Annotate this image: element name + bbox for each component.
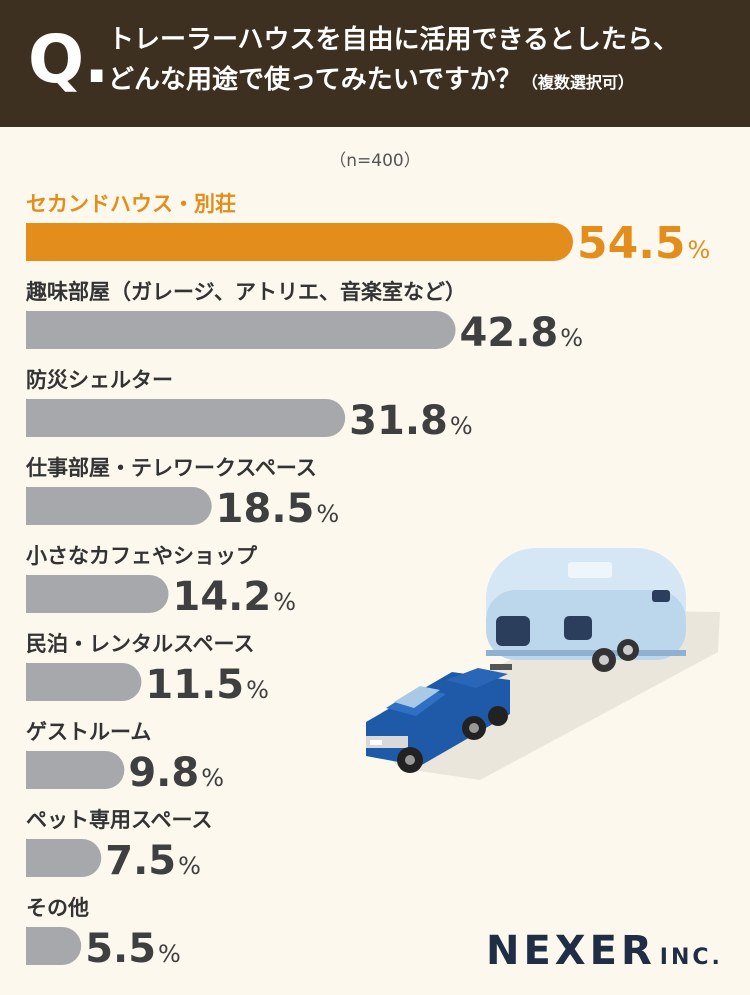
bar-left-edge — [26, 399, 45, 437]
bar — [26, 751, 125, 789]
value-unit: % — [201, 764, 224, 792]
bar — [26, 399, 346, 437]
value-number: 7.5 — [105, 838, 176, 884]
value-unit: % — [273, 588, 296, 616]
value-number: 54.5 — [577, 218, 686, 269]
bar — [26, 311, 456, 349]
value-number: 42.8 — [460, 310, 559, 356]
logo-suffix: INC. — [659, 945, 723, 970]
bar-left-edge — [26, 839, 45, 877]
value-label: 9.8% — [128, 750, 224, 796]
question-header: Q. トレーラーハウスを自由に活用できるとしたら、 どんな用途で使ってみたいです… — [0, 0, 750, 127]
value-label: 54.5% — [577, 218, 710, 269]
bar-left-edge — [26, 663, 45, 701]
bar-left-edge — [26, 575, 45, 613]
category-label: 趣味部屋（ガレージ、アトリエ、音楽室など） — [25, 280, 466, 304]
bar — [26, 575, 169, 613]
value-number: 9.8 — [128, 750, 199, 796]
travel-trailer-icon — [486, 548, 686, 672]
value-unit: % — [158, 940, 181, 968]
value-unit: % — [560, 324, 583, 352]
bar-left-edge — [26, 311, 45, 349]
bar — [26, 487, 212, 525]
value-label: 5.5% — [85, 926, 181, 972]
value-unit: % — [316, 500, 339, 528]
question-line-2: どんな用途で使ってみたいですか？（複数選択可） — [108, 64, 634, 99]
bar-left-edge — [26, 927, 45, 965]
bar — [26, 223, 573, 261]
value-unit: % — [246, 676, 269, 704]
pickup-truck-icon — [366, 668, 510, 773]
sample-size: （n=400） — [329, 151, 421, 171]
question-note: （複数選択可） — [521, 73, 634, 92]
category-label: 仕事部屋・テレワークスペース — [25, 456, 317, 480]
category-label: 防災シェルター — [26, 368, 173, 392]
value-number: 31.8 — [349, 398, 448, 444]
question-line-1: トレーラーハウスを自由に活用できるとしたら、 — [108, 25, 679, 55]
nexer-logo: NEXER INC. — [486, 928, 723, 974]
category-label: ペット専用スペース — [26, 808, 212, 832]
value-number: 5.5 — [85, 926, 156, 972]
bar-left-edge — [26, 487, 45, 525]
value-number: 11.5 — [145, 662, 244, 708]
bar — [26, 663, 142, 701]
category-label: 民泊・レンタルスペース — [26, 632, 254, 656]
value-label: 31.8% — [349, 398, 473, 444]
value-unit: % — [450, 412, 473, 440]
value-label: 7.5% — [105, 838, 201, 884]
question-line-2-text: どんな用途で使ってみたいですか？ — [108, 65, 522, 95]
category-label: その他 — [26, 896, 89, 920]
bar-left-edge — [26, 223, 45, 261]
value-label: 18.5% — [216, 486, 340, 532]
q-mark: Q. — [28, 21, 110, 98]
value-number: 18.5 — [216, 486, 315, 532]
value-label: 42.8% — [460, 310, 584, 356]
value-label: 14.2% — [173, 574, 297, 620]
bar-left-edge — [26, 751, 45, 789]
value-unit: % — [688, 236, 711, 264]
trailer-illustration — [366, 548, 720, 780]
logo-name: NEXER — [486, 928, 656, 974]
category-label: 小さなカフェやショップ — [26, 544, 258, 568]
category-label: ゲストルーム — [26, 720, 151, 744]
value-unit: % — [178, 852, 201, 880]
category-label: セカンドハウス・別荘 — [26, 192, 236, 216]
value-number: 14.2 — [173, 574, 272, 620]
value-label: 11.5% — [145, 662, 269, 708]
